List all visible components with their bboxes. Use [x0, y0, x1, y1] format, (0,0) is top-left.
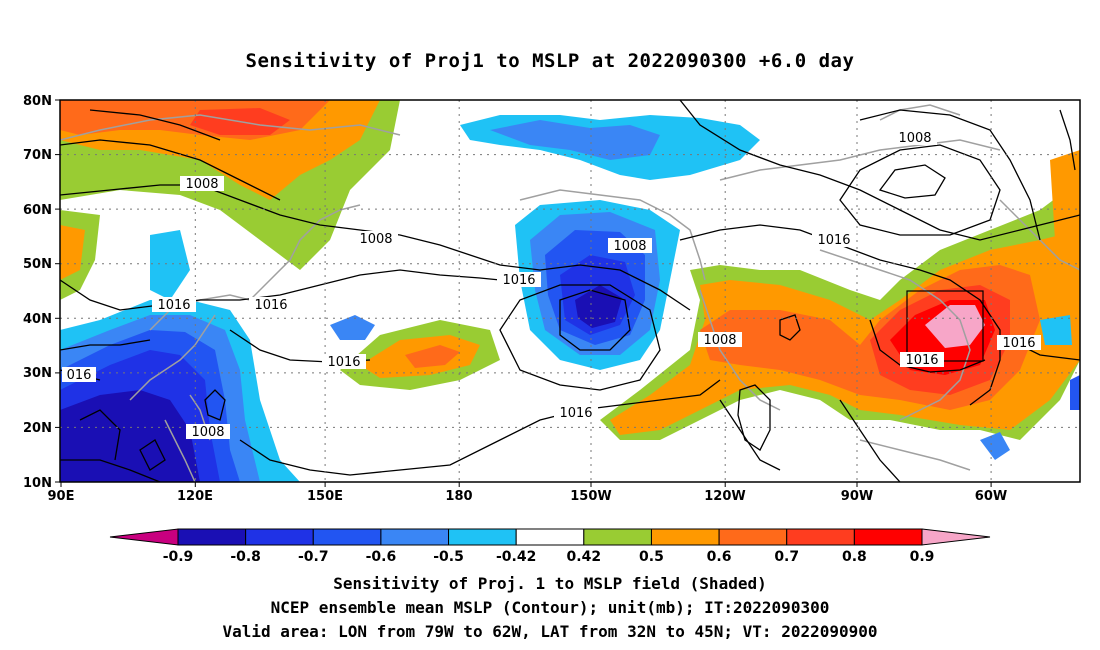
svg-text:1016: 1016 [559, 406, 592, 421]
colorbar-high-arrow [921, 528, 991, 546]
colorbar-swatch [515, 528, 585, 546]
contour-label: 1016 [497, 272, 541, 288]
contour-label: 1008 [354, 231, 398, 247]
contour-label: 1008 [893, 130, 937, 146]
lat-tick-label: 40N [23, 312, 52, 327]
colorbar-label: -0.5 [433, 549, 464, 565]
lon-axis: 90E 120E 150E 180 150W 120W 90W 60W [48, 482, 1007, 504]
contour-label: 1008 [180, 176, 224, 192]
contour-label: 1016 [554, 405, 598, 421]
svg-text:1016: 1016 [905, 353, 938, 368]
lat-tick-label: 80N [23, 94, 52, 109]
colorbar-swatch [312, 528, 382, 546]
svg-text:1016: 1016 [254, 298, 287, 313]
contour-label: 1016 [812, 232, 856, 248]
svg-text:1016: 1016 [157, 298, 190, 313]
svg-text:1016: 1016 [817, 233, 850, 248]
colorbar-swatch [718, 528, 788, 546]
contour-labels: 1008 1008 1008 1008 1016 1016 1016 1016 … [62, 130, 1041, 440]
lat-tick-label: 60N [23, 203, 52, 218]
colorbar-swatch [786, 528, 855, 546]
lon-tick-label: 60W [975, 489, 1007, 504]
lat-tick-label: 20N [23, 421, 52, 436]
lon-tick-label: 150W [570, 489, 611, 504]
caption-line-1: Sensitivity of Proj. 1 to MSLP field (Sh… [333, 574, 767, 593]
plot-frame [59, 99, 1081, 483]
svg-text:1016: 1016 [327, 355, 360, 370]
svg-text:1008: 1008 [703, 333, 736, 348]
mslp-contours [60, 100, 1080, 482]
colorbar-label: 0.9 [910, 549, 935, 565]
contour-label: 016 [62, 367, 96, 383]
lon-tick-label: 120W [704, 489, 745, 504]
lon-tick-label: 180 [445, 489, 472, 504]
colorbar-swatch [245, 528, 314, 546]
svg-text:1008: 1008 [898, 131, 931, 146]
svg-text:1016: 1016 [1002, 336, 1035, 351]
contour-label: 1008 [608, 238, 652, 254]
lat-tick-label: 70N [23, 148, 52, 163]
caption-line-3: Valid area: LON from 79W to 62W, LAT fro… [222, 622, 878, 641]
contour-label: 1008 [186, 424, 230, 440]
lat-axis: 80N 70N 60N 50N 40N 30N 20N 10N [23, 94, 60, 491]
colorbar-swatch [853, 528, 923, 546]
lon-tick-label: 90E [48, 489, 75, 504]
colorbar-label: -0.42 [496, 549, 536, 565]
shaded-field [60, 100, 1080, 482]
svg-text:1008: 1008 [613, 239, 646, 254]
lat-tick-label: 50N [23, 257, 52, 272]
colorbar-label: 0.8 [842, 549, 867, 565]
contour-label: 1016 [900, 352, 944, 368]
colorbar-label: 0.42 [567, 549, 602, 565]
positive-shading [60, 100, 1080, 440]
colorbar-swatch [380, 528, 450, 546]
colorbar-label: 0.7 [774, 549, 799, 565]
contour-label: 1016 [322, 354, 366, 370]
colorbar-swatch [583, 528, 652, 546]
colorbar-label: -0.8 [230, 549, 261, 565]
colorbar: -0.9 -0.8 -0.7 -0.6 -0.5 -0.42 0.42 0.5 0.6 0.7 0.… [109, 528, 991, 565]
svg-text:016: 016 [67, 368, 92, 383]
colorbar-label: -0.9 [163, 549, 194, 565]
colorbar-swatch [177, 528, 247, 546]
contour-label: 1016 [997, 335, 1041, 351]
colorbar-label: 0.6 [707, 549, 732, 565]
colorbar-label: 0.5 [639, 549, 664, 565]
contour-label: 1016 [249, 297, 293, 313]
svg-text:1008: 1008 [185, 177, 218, 192]
lat-tick-label: 30N [23, 366, 52, 381]
colorbar-label: -0.7 [298, 549, 329, 565]
colorbar-low-arrow [109, 528, 179, 546]
contour-label: 1016 [152, 297, 196, 313]
svg-text:1016: 1016 [502, 273, 535, 288]
lon-tick-label: 120E [177, 489, 213, 504]
svg-text:1008: 1008 [191, 425, 224, 440]
lon-tick-label: 150E [307, 489, 343, 504]
valid-area-box [906, 290, 984, 362]
lon-tick-label: 90W [841, 489, 873, 504]
contour-label: 1008 [698, 332, 742, 348]
svg-text:1008: 1008 [359, 232, 392, 247]
chart-title: Sensitivity of Proj1 to MSLP at 20220903… [245, 50, 855, 72]
colorbar-label: -0.6 [366, 549, 397, 565]
colorbar-swatch [448, 528, 517, 546]
caption-line-2: NCEP ensemble mean MSLP (Contour); unit(… [270, 598, 830, 617]
colorbar-swatch [650, 528, 720, 546]
lat-tick-label: 10N [23, 476, 52, 491]
